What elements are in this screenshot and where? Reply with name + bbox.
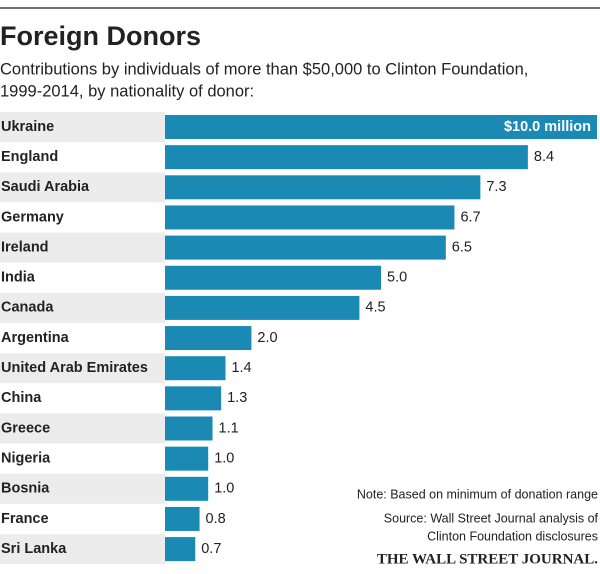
bar — [165, 506, 200, 531]
value-label: 1.3 — [227, 390, 247, 406]
row-band — [0, 232, 165, 263]
value-label: 1.0 — [214, 450, 234, 466]
y-tick-label: Nigeria — [1, 450, 51, 466]
y-tick-label: England — [1, 149, 58, 165]
row-band — [0, 534, 165, 565]
bar — [165, 295, 360, 320]
row-band — [0, 353, 165, 384]
bar — [165, 356, 226, 381]
value-label: 7.3 — [486, 179, 506, 195]
bar — [165, 175, 481, 200]
chart-subtitle: 1999-2014, by nationality of donor: — [0, 82, 254, 100]
bar — [165, 326, 252, 351]
y-tick-label: Germany — [1, 209, 64, 225]
bar — [165, 476, 209, 501]
value-label: 0.7 — [201, 541, 221, 557]
row-band — [0, 112, 165, 142]
chart-title: Foreign Donors — [0, 21, 201, 51]
y-tick-label: Ukraine — [1, 119, 54, 135]
bar — [165, 416, 213, 441]
chart-subtitle: Contributions by individuals of more tha… — [0, 60, 528, 78]
value-label: 6.5 — [452, 239, 472, 255]
row-band — [0, 473, 165, 504]
y-tick-label: Argentina — [1, 330, 70, 346]
y-tick-label: Saudi Arabia — [1, 179, 90, 195]
bar — [165, 235, 446, 260]
y-tick-label: Canada — [1, 300, 54, 316]
bar — [165, 446, 209, 471]
value-label: 4.5 — [365, 300, 385, 316]
y-tick-label: Bosnia — [1, 481, 50, 497]
bar — [165, 115, 597, 139]
value-label: 1.1 — [219, 420, 239, 436]
source: Clinton Foundation disclosures — [427, 529, 598, 543]
value-label: 2.0 — [257, 330, 277, 346]
value-label: 6.7 — [460, 209, 480, 225]
bar — [165, 265, 381, 290]
value-label: 8.4 — [534, 149, 554, 165]
y-tick-label: Greece — [1, 420, 50, 436]
row-band — [0, 292, 165, 323]
bar — [165, 145, 528, 170]
row-band — [0, 413, 165, 444]
value-label: 5.0 — [387, 270, 407, 286]
y-tick-label: Ireland — [1, 239, 49, 255]
y-tick-label: France — [1, 511, 49, 527]
value-label: 0.8 — [206, 511, 226, 527]
y-tick-label: United Arab Emirates — [1, 360, 148, 376]
credit: THE WALL STREET JOURNAL. — [377, 551, 598, 567]
bar — [165, 386, 222, 411]
bar — [165, 537, 196, 562]
y-tick-label: India — [1, 270, 36, 286]
value-label: $10.0 million — [504, 119, 591, 135]
value-label: 1.0 — [214, 481, 234, 497]
value-label: 1.4 — [231, 360, 251, 376]
row-band — [0, 172, 165, 203]
y-tick-label: Sri Lanka — [1, 541, 67, 557]
note: Note: Based on minimum of donation range — [357, 487, 598, 501]
bar — [165, 205, 455, 230]
source: Source: Wall Street Journal analysis of — [384, 511, 599, 525]
y-tick-label: China — [1, 390, 42, 406]
